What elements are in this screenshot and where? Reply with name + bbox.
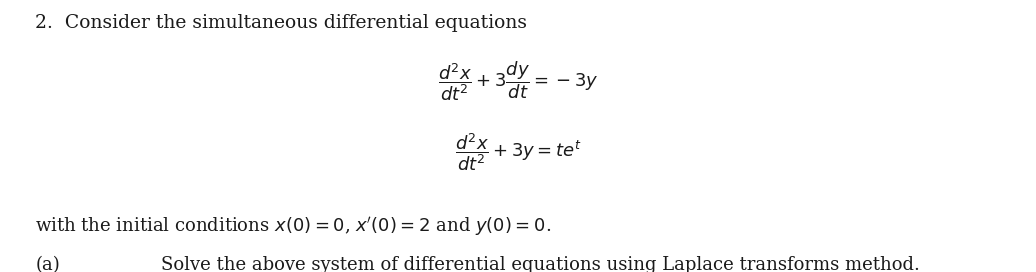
Text: 2.  Consider the simultaneous differential equations: 2. Consider the simultaneous differentia… — [35, 14, 527, 32]
Text: with the initial conditions $x(0) = 0$, $x'(0) = 2$ and $y(0) = 0$.: with the initial conditions $x(0) = 0$, … — [35, 215, 551, 238]
Text: $\dfrac{d^2x}{dt^2} + 3\dfrac{dy}{dt} = -3y$: $\dfrac{d^2x}{dt^2} + 3\dfrac{dy}{dt} = … — [437, 60, 599, 103]
Text: Solve the above system of differential equations using Laplace transforms method: Solve the above system of differential e… — [161, 256, 920, 272]
Text: (a): (a) — [35, 256, 60, 272]
Text: $\dfrac{d^2x}{dt^2} + 3y = te^t$: $\dfrac{d^2x}{dt^2} + 3y = te^t$ — [455, 131, 581, 173]
